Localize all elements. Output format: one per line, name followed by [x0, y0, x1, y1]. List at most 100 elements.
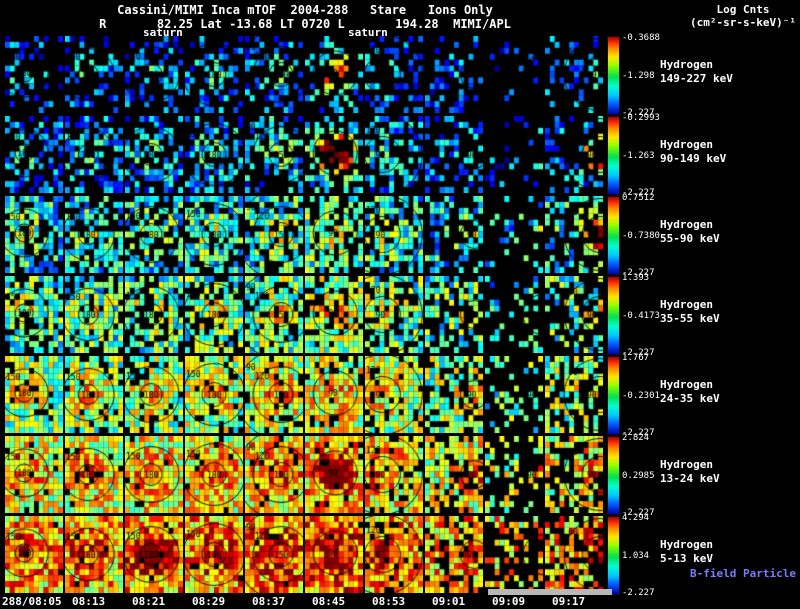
- spectrogram-panel-r2c10: [545, 116, 603, 193]
- spectrogram-panel-r1c3: [125, 36, 183, 113]
- spectrogram-panel-r1c10: [545, 36, 603, 113]
- time-axis: 288/08:05 08:13 08:21 08:29 08:37 08:45 08:53 0…: [2, 595, 665, 609]
- colorbar-max-label-4: 1.393: [622, 273, 650, 283]
- spectrogram-panel-r7c2: [65, 516, 123, 593]
- colorbar-max-label-1: -0.3688: [622, 33, 660, 43]
- spectrogram-panel-r7c4: [185, 516, 243, 593]
- energy-label-7: 5-13 keV: [660, 552, 713, 565]
- time-tick-3: 08:21: [132, 595, 166, 608]
- spectrogram-panel-r3c4: [185, 196, 243, 273]
- colorbar-row-4: 1.393 -0.4173 -2.227: [607, 273, 660, 358]
- spectrogram-panel-r5c8: [425, 356, 483, 433]
- colorbar-max-label-6: 2.824: [622, 433, 650, 443]
- spectrogram-panel-r4c10: [545, 276, 603, 353]
- colorbar-title-line2: (cm²-sr-s-keV)⁻¹: [690, 16, 796, 29]
- colorbar-mid-label-3: -0.7380: [622, 230, 660, 241]
- colorbar-mid-label-6: 0.2985: [622, 470, 655, 481]
- spectrogram-panel-r4c6: [305, 276, 363, 353]
- spectrogram-panel-r7c9: [485, 516, 543, 593]
- spectrogram-panel-r4c7: [365, 276, 423, 353]
- spectrogram-panel-r3c9: [485, 196, 543, 273]
- species-label-3: Hydrogen: [660, 218, 713, 231]
- spectrogram-panel-r2c5: [245, 116, 303, 193]
- colorbar-max-label-7: 4.294: [622, 513, 650, 523]
- colorbar-title: Log Cnts (cm²-sr-s-keV)⁻¹: [688, 3, 798, 29]
- spectrogram-panel-r4c2: [65, 276, 123, 353]
- energy-label-3: 55-90 keV: [660, 232, 720, 245]
- time-tick-4: 08:29: [192, 595, 226, 608]
- spectrogram-panel-r5c5: [245, 356, 303, 433]
- colorbar-row-5: 1.767 -0.2301 -2.227: [607, 353, 660, 438]
- spectrogram-panel-r2c1: [5, 116, 63, 193]
- colorbar-mid-label-5: -0.2301: [622, 390, 660, 401]
- colorbar-mid-label-2: -1.263: [622, 150, 655, 161]
- spectrogram-panel-r6c3: [125, 436, 183, 513]
- spectrogram-panel-r7c8: [425, 516, 483, 593]
- spectrogram-panel-r4c3: [125, 276, 183, 353]
- spectrogram-panel-r4c5: [245, 276, 303, 353]
- page-title: Cassini/MIMI Inca mTOF 2004-288 Stare Io…: [117, 3, 493, 17]
- colorbar-max-label-3: 0.7512: [622, 193, 655, 203]
- spectrogram-panel-r2c7: [365, 116, 423, 193]
- spectrogram-panel-r3c8: [425, 196, 483, 273]
- species-label-6: Hydrogen: [660, 458, 713, 471]
- spectrogram-panel-r3c2: [65, 196, 123, 273]
- species-label-7: Hydrogen: [660, 538, 713, 551]
- spectrogram-panel-r3c6: [305, 196, 363, 273]
- spectrogram-panel-r5c2: [65, 356, 123, 433]
- spectrogram-panel-r7c1: [5, 516, 63, 593]
- time-tick-7: 08:53: [372, 595, 406, 608]
- energy-label-5: 24-35 keV: [660, 392, 720, 405]
- spectrogram-panel-r4c4: [185, 276, 243, 353]
- spectrogram-panel-r7c3: [125, 516, 183, 593]
- colorbar-min-label-1: -2.227: [622, 108, 655, 118]
- colorbar-row-6: 2.824 0.2985 -2.227: [607, 433, 655, 518]
- spectrogram-panel-r3c7: [365, 196, 423, 273]
- energy-label-6: 13-24 keV: [660, 472, 720, 485]
- spectrogram-panel-r6c6: [305, 436, 363, 513]
- spectrogram-panel-r1c6: [305, 36, 363, 113]
- species-label-1: Hydrogen: [660, 58, 713, 71]
- spectrogram-panel-r2c9: [485, 116, 543, 193]
- spectrogram-panel-r3c3: [125, 196, 183, 273]
- spectrogram-panel-r5c7: [365, 356, 423, 433]
- time-tick-8: 09:01: [432, 595, 466, 608]
- colorbar-min-label-2: -2.227: [622, 188, 655, 198]
- colorbar-mid-label-7: 1.034: [622, 550, 650, 561]
- colorbar-max-label-5: 1.767: [622, 353, 650, 363]
- time-tick-2: 08:13: [72, 595, 106, 608]
- spectrogram-panel-r6c8: [425, 436, 483, 513]
- spectrogram-panel-r5c4: [185, 356, 243, 433]
- spectrogram-panel-r5c3: [125, 356, 183, 433]
- row-label-6: Hydrogen 13-24 keV: [660, 458, 720, 486]
- row-label-4: Hydrogen 35-55 keV: [660, 298, 720, 326]
- spectrogram-panel-r2c4: [185, 116, 243, 193]
- spectrogram-panel-r4c8: [425, 276, 483, 353]
- time-tick-5: 08:37: [252, 595, 286, 608]
- row-label-1: Hydrogen 149-227 keV: [660, 58, 733, 86]
- spectrogram-grid: [5, 36, 605, 593]
- spectrogram-panel-r1c7: [365, 36, 423, 113]
- colorbar-min-label-6: -2.227: [622, 508, 655, 518]
- b-field-flow-note: B-field Particle Flow: [690, 567, 800, 580]
- spectrogram-panel-r7c5: [245, 516, 303, 593]
- colorbar-min-label-4: -2.227: [622, 348, 655, 358]
- row-label-3: Hydrogen 55-90 keV: [660, 218, 720, 246]
- spectrogram-panel-r6c10: [545, 436, 603, 513]
- spectrogram-panel-r1c8: [425, 36, 483, 113]
- time-tick-6: 08:45: [312, 595, 346, 608]
- spectrogram-panel-r2c8: [425, 116, 483, 193]
- colorbar-row-2: -0.2993 -1.263 -2.227: [607, 113, 660, 198]
- spectrogram-panel-r2c2: [65, 116, 123, 193]
- spectrogram-panel-r1c9: [485, 36, 543, 113]
- spectrogram-panel-r6c2: [65, 436, 123, 513]
- colorbar-mid-label-4: -0.4173: [622, 310, 660, 321]
- spectrogram-panel-r6c5: [245, 436, 303, 513]
- colorbar-row-3: 0.7512 -0.7380 -2.227: [607, 193, 660, 278]
- colorbar-min-label-3: -2.227: [622, 268, 655, 278]
- spectrogram-panel-r7c7: [365, 516, 423, 593]
- spectrogram-panel-r5c1: [5, 356, 63, 433]
- saturn-label-1: saturn: [143, 26, 183, 39]
- energy-label-2: 90-149 keV: [660, 152, 727, 165]
- energy-label-4: 35-55 keV: [660, 312, 720, 325]
